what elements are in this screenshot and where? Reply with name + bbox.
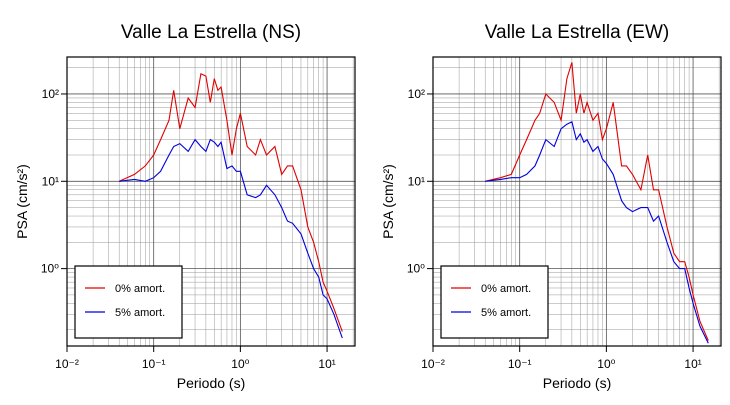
legend-box <box>74 265 183 339</box>
legend-label: 5% amort. <box>115 307 165 319</box>
legend-label: 5% amort. <box>481 307 531 319</box>
y-tick-label: 10⁰ <box>407 262 425 276</box>
chart-title: Valle La Estrella (EW) <box>485 22 669 43</box>
x-axis-label: Periodo (s) <box>177 375 245 391</box>
x-tick-label: 10¹ <box>684 357 701 371</box>
y-tick-label: 10² <box>42 87 59 101</box>
series-line <box>485 121 709 344</box>
plot-frame <box>66 56 356 347</box>
legend-label: 0% amort. <box>115 283 165 295</box>
panel: 10⁻² 10⁻¹ 10⁰ 10¹ 10⁰ 10¹ 10² Valle La Estrella… <box>14 22 356 391</box>
x-tick-label: 10⁻¹ <box>142 357 166 371</box>
x-tick-label: 10⁻¹ <box>508 357 532 371</box>
series-line <box>118 73 343 332</box>
plot-frame <box>432 56 722 347</box>
panel: 10⁻² 10⁻¹ 10⁰ 10¹ 10⁰ 10¹ 10² Valle La Estrella… <box>380 22 722 391</box>
x-tick-label: 10¹ <box>318 357 335 371</box>
y-tick-label: 10² <box>408 87 425 101</box>
y-tick-label: 10¹ <box>408 174 425 188</box>
y-tick-label: 10⁰ <box>41 262 59 276</box>
x-tick-label: 10⁰ <box>597 357 615 371</box>
x-axis-label: Periodo (s) <box>543 375 611 391</box>
chart-title: Valle La Estrella (NS) <box>121 22 301 43</box>
series-line <box>485 62 709 341</box>
y-axis-label: PSA (cm/s²) <box>14 164 30 239</box>
legend-label: 0% amort. <box>481 283 531 295</box>
y-tick-label: 10¹ <box>42 174 59 188</box>
legend-box <box>440 265 549 339</box>
x-tick-label: 10⁻² <box>421 357 445 371</box>
series-line <box>119 138 343 339</box>
x-tick-label: 10⁻² <box>55 357 79 371</box>
y-axis-label: PSA (cm/s²) <box>380 164 396 239</box>
x-tick-label: 10⁰ <box>231 357 249 371</box>
